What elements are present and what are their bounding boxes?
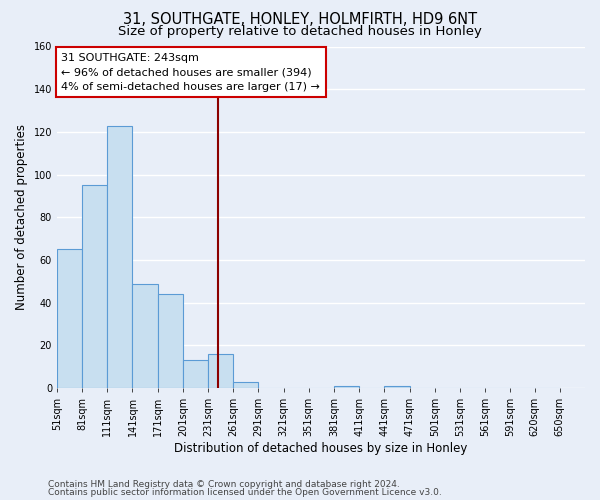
Bar (82, 186, 107, 388)
Bar (158, 294, 183, 388)
Bar (183, 360, 208, 388)
Bar (385, 386, 410, 388)
Text: 31, SOUTHGATE, HONLEY, HOLMFIRTH, HD9 6NT: 31, SOUTHGATE, HONLEY, HOLMFIRTH, HD9 6N… (123, 12, 477, 28)
X-axis label: Distribution of detached houses by size in Honley: Distribution of detached houses by size … (174, 442, 467, 455)
Text: Contains public sector information licensed under the Open Government Licence v3: Contains public sector information licen… (48, 488, 442, 497)
Text: 31 SOUTHGATE: 243sqm
← 96% of detached houses are smaller (394)
4% of semi-detac: 31 SOUTHGATE: 243sqm ← 96% of detached h… (61, 53, 320, 92)
Bar (208, 354, 233, 388)
Text: Size of property relative to detached houses in Honley: Size of property relative to detached ho… (118, 25, 482, 38)
Bar (334, 386, 359, 388)
Text: Contains HM Land Registry data © Crown copyright and database right 2024.: Contains HM Land Registry data © Crown c… (48, 480, 400, 489)
Y-axis label: Number of detached properties: Number of detached properties (15, 124, 28, 310)
Bar (57, 250, 82, 388)
Bar (133, 284, 158, 388)
Bar (233, 382, 259, 388)
Bar (107, 126, 133, 388)
